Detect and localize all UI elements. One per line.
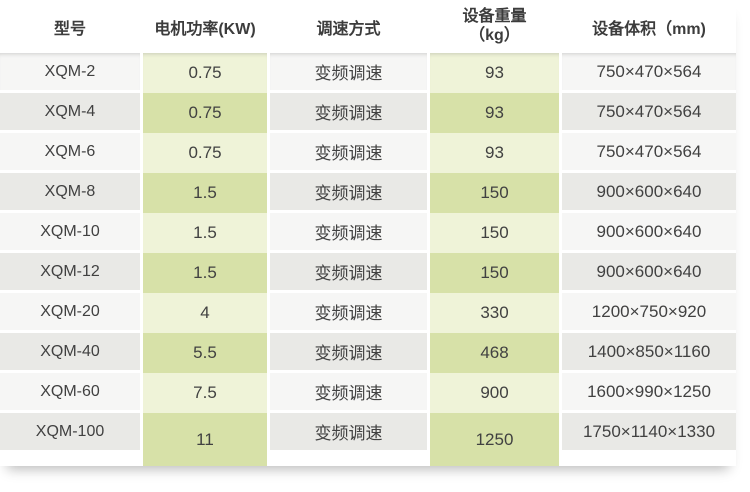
cell-volume: 750×470×564 (562, 53, 736, 93)
cell-speed: 变频调速 (270, 213, 430, 253)
cell-volume: 1750×1140×1330 (562, 413, 736, 466)
cell-volume: 900×600×640 (562, 253, 736, 293)
cell-model: XQM-10 (0, 213, 143, 253)
cell-weight: 150 (430, 173, 562, 213)
table-body: XQM-2 0.75 变频调速 93 750×470×564 XQM-4 0.75 变频调速 9… (0, 53, 736, 466)
table-row: XQM-4 0.75 变频调速 93 750×470×564 (0, 93, 736, 133)
cell-power: 0.75 (143, 133, 270, 173)
cell-volume: 1600×990×1250 (562, 373, 736, 413)
header-row: 型号 电机功率(KW) 调速方式 设备重量 （kg） 设备体积（mm) (0, 0, 736, 53)
cell-power: 4 (143, 293, 270, 333)
spec-table: 型号 电机功率(KW) 调速方式 设备重量 （kg） 设备体积（mm) XQM-… (0, 0, 736, 466)
cell-volume: 1400×850×1160 (562, 333, 736, 373)
header-weight-line1: 设备重量 (462, 8, 527, 26)
header-weight-line2: （kg） (469, 26, 520, 44)
table-row: XQM-6 0.75 变频调速 93 750×470×564 (0, 133, 736, 173)
header-model: 型号 (0, 0, 143, 53)
cell-weight: 150 (430, 213, 562, 253)
cell-power: 0.75 (143, 53, 270, 93)
cell-model: XQM-60 (0, 373, 143, 413)
table-row: XQM-8 1.5 变频调速 150 900×600×640 (0, 173, 736, 213)
cell-weight: 1250 (430, 413, 562, 466)
cell-speed: 变频调速 (270, 333, 430, 373)
cell-model: XQM-6 (0, 133, 143, 173)
cell-model: XQM-12 (0, 253, 143, 293)
cell-speed: 变频调速 (270, 53, 430, 93)
cell-model: XQM-2 (0, 53, 143, 93)
cell-speed: 变频调速 (270, 93, 430, 133)
table-header: 型号 电机功率(KW) 调速方式 设备重量 （kg） 设备体积（mm) (0, 0, 736, 53)
cell-weight: 468 (430, 333, 562, 373)
cell-power: 1.5 (143, 253, 270, 293)
cell-volume: 750×470×564 (562, 133, 736, 173)
cell-volume: 750×470×564 (562, 93, 736, 133)
table-row: XQM-60 7.5 变频调速 900 1600×990×1250 (0, 373, 736, 413)
cell-model: XQM-100 (0, 413, 143, 466)
cell-model: XQM-40 (0, 333, 143, 373)
cell-power: 11 (143, 413, 270, 466)
cell-weight: 900 (430, 373, 562, 413)
cell-weight: 93 (430, 133, 562, 173)
cell-volume: 900×600×640 (562, 213, 736, 253)
cell-power: 0.75 (143, 93, 270, 133)
cell-power: 5.5 (143, 333, 270, 373)
cell-power: 1.5 (143, 213, 270, 253)
cell-weight: 330 (430, 293, 562, 333)
cell-power: 7.5 (143, 373, 270, 413)
cell-volume: 900×600×640 (562, 173, 736, 213)
table-row: XQM-20 4 变频调速 330 1200×750×920 (0, 293, 736, 333)
cell-speed: 变频调速 (270, 173, 430, 213)
cell-weight: 93 (430, 93, 562, 133)
table-row: XQM-10 1.5 变频调速 150 900×600×640 (0, 213, 736, 253)
table-row: XQM-40 5.5 变频调速 468 1400×850×1160 (0, 333, 736, 373)
cell-speed: 变频调速 (270, 253, 430, 293)
header-volume: 设备体积（mm) (562, 0, 736, 53)
table-row: XQM-100 11 变频调速 1250 1750×1140×1330 (0, 413, 736, 466)
cell-model: XQM-8 (0, 173, 143, 213)
table-row: XQM-12 1.5 变频调速 150 900×600×640 (0, 253, 736, 293)
table-row: XQM-2 0.75 变频调速 93 750×470×564 (0, 53, 736, 93)
cell-speed: 变频调速 (270, 293, 430, 333)
cell-weight: 150 (430, 253, 562, 293)
cell-power: 1.5 (143, 173, 270, 213)
cell-weight: 93 (430, 53, 562, 93)
header-power: 电机功率(KW) (143, 0, 270, 53)
header-weight: 设备重量 （kg） (430, 0, 562, 53)
header-speed: 调速方式 (270, 0, 430, 53)
cell-volume: 1200×750×920 (562, 293, 736, 333)
cell-model: XQM-20 (0, 293, 143, 333)
cell-speed: 变频调速 (270, 133, 430, 173)
cell-speed: 变频调速 (270, 373, 430, 413)
cell-model: XQM-4 (0, 93, 143, 133)
cell-speed: 变频调速 (270, 413, 430, 466)
